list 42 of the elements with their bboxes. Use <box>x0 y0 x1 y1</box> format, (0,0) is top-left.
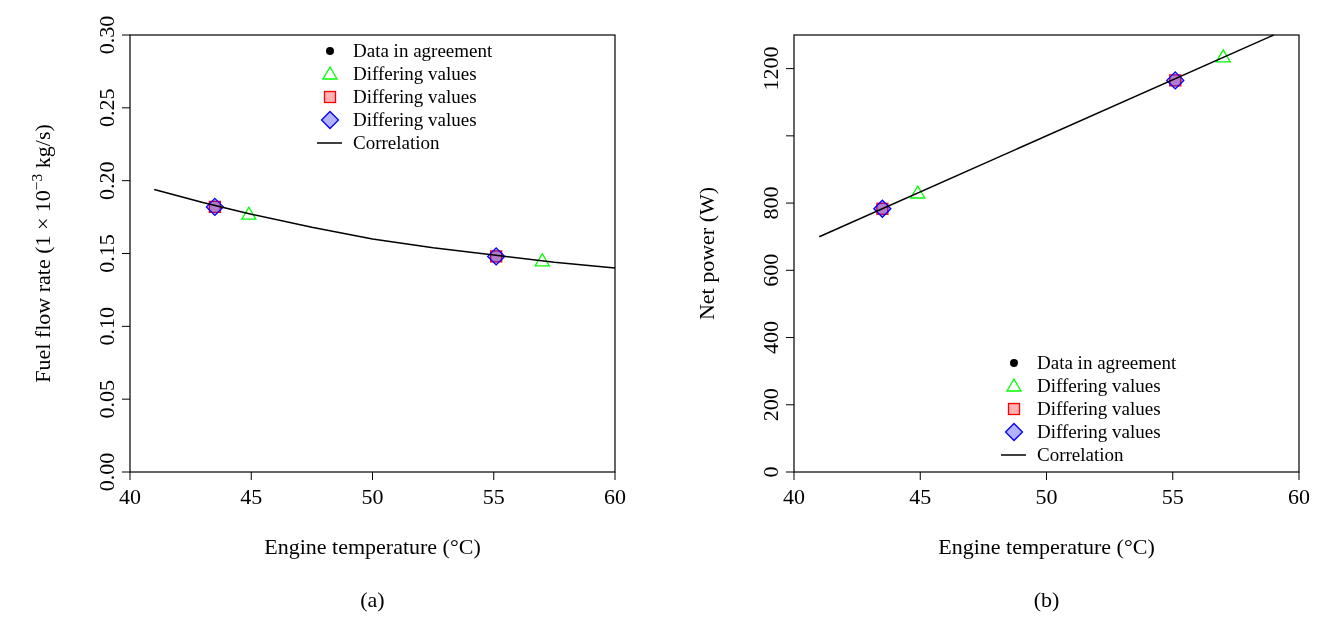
legend-label: Data in agreement <box>353 40 493 61</box>
y-tick-label: 0.00 <box>94 452 119 492</box>
text: (a) <box>360 587 385 612</box>
x-tick-label: 60 <box>1288 484 1310 509</box>
y-tick-label: 600 <box>758 253 783 287</box>
y-tick-label: 200 <box>758 388 783 422</box>
x-tick-label: 40 <box>119 484 141 509</box>
point <box>1215 49 1231 63</box>
y-tick-label: 0.25 <box>94 88 119 128</box>
point <box>910 185 926 199</box>
y-tick-label: 0.30 <box>94 15 119 55</box>
x-tick-label: 55 <box>482 484 505 509</box>
legend-label: Differing values <box>353 63 477 84</box>
legend-label: Differing values <box>353 86 477 107</box>
text: (b) <box>1033 587 1060 612</box>
point <box>241 206 257 220</box>
legend-label: Correlation <box>353 132 441 153</box>
y-tick-label: 0.05 <box>94 379 119 419</box>
y-axis-title: Net power (W) <box>694 186 719 321</box>
legend-label: Correlation <box>1037 444 1125 465</box>
y-tick-label: 0.10 <box>94 307 119 346</box>
y-tick-label: 400 <box>758 321 783 355</box>
y-tick-label: 0.20 <box>94 161 119 200</box>
x-tick-label: 40 <box>783 484 805 509</box>
legend-label: Differing values <box>1037 398 1161 419</box>
x-tick-label: 60 <box>604 484 626 509</box>
y-tick-label: 0 <box>758 466 783 478</box>
x-tick-label: 50 <box>1035 484 1058 509</box>
point <box>534 253 550 267</box>
x-axis-title: Engine temperature (°C) <box>264 534 481 559</box>
y-tick-label: 800 <box>758 186 783 220</box>
x-tick-label: 45 <box>240 484 263 509</box>
y-tick-label: 1200 <box>758 46 783 91</box>
x-axis-title: Engine temperature (°C) <box>938 534 1155 559</box>
legend-label: Differing values <box>353 109 477 130</box>
x-tick-label: 55 <box>1161 484 1184 509</box>
x-tick-label: 50 <box>361 484 384 509</box>
legend-label: Differing values <box>1037 375 1161 396</box>
legend-label: Differing values <box>1037 421 1161 442</box>
legend-label: Data in agreement <box>1037 352 1177 373</box>
y-tick-label: 0.15 <box>94 234 119 273</box>
x-tick-label: 45 <box>909 484 932 509</box>
